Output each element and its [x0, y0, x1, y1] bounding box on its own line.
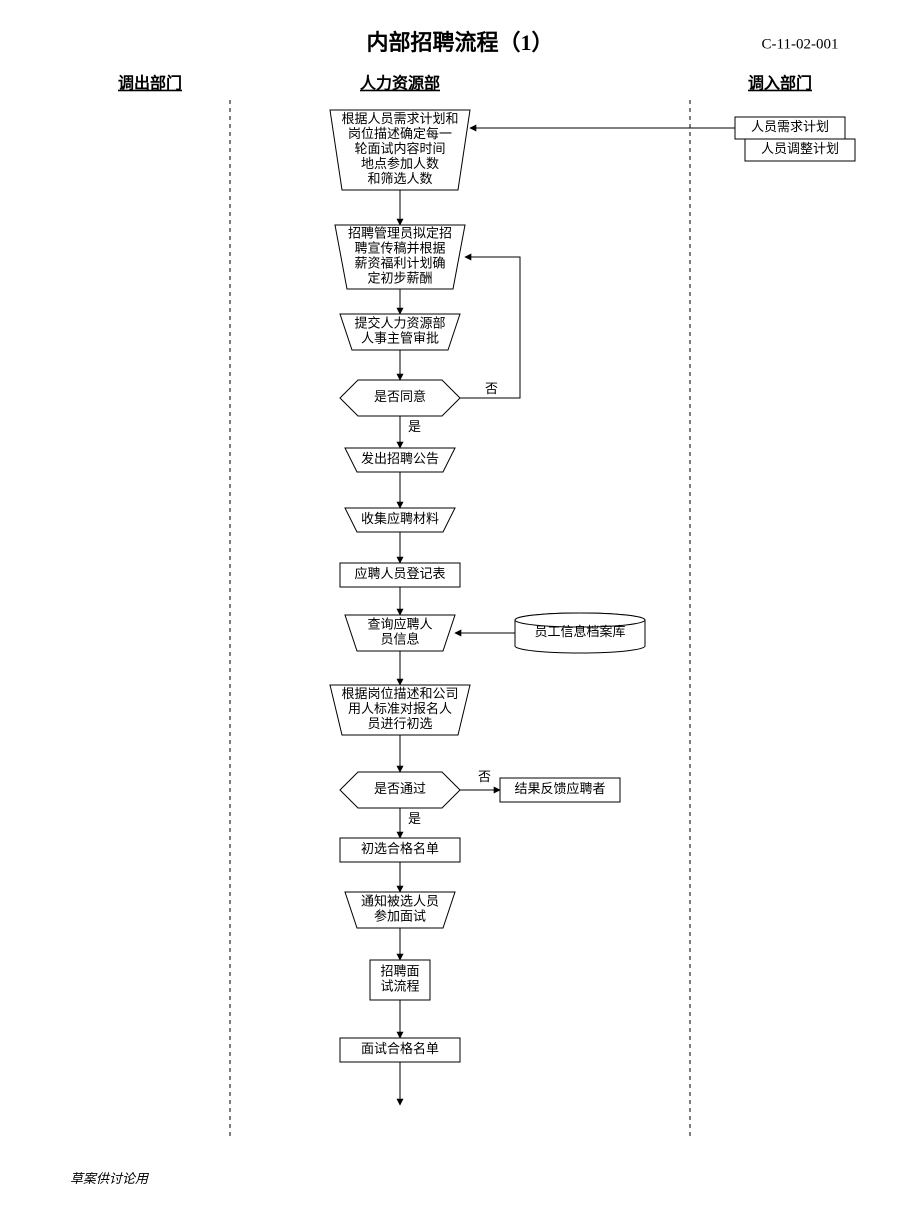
node-n1: 根据人员需求计划和岗位描述确定每一轮面试内容时间地点参加人数和筛选人数 — [330, 110, 470, 190]
svg-text:招聘面: 招聘面 — [380, 963, 419, 978]
label: 是 — [408, 811, 421, 826]
arrow-d1-no-loop — [460, 257, 520, 398]
node-n4: 发出招聘公告 — [345, 448, 455, 472]
svg-text:员信息: 员信息 — [380, 631, 419, 646]
node-n13: 面试合格名单 — [340, 1038, 460, 1062]
svg-text:是否同意: 是否同意 — [374, 389, 426, 404]
svg-text:初选合格名单: 初选合格名单 — [361, 841, 439, 856]
svg-text:收集应聘材料: 收集应聘材料 — [361, 511, 439, 526]
node-n8: 根据岗位描述和公司用人标准对报名人员进行初选 — [330, 685, 470, 735]
node-n9: 结果反馈应聘者 — [500, 778, 620, 802]
svg-text:地点参加人数: 地点参加人数 — [361, 156, 439, 171]
node-n12: 招聘面试流程 — [370, 960, 430, 1000]
flowchart-canvas: 内部招聘流程（1） C-11-02-001 调出部门 人力资源部 调入部门根据人员需求计… — [0, 0, 920, 1226]
col-header-right: 调入部门 — [748, 74, 812, 93]
svg-text:根据人员需求计划和: 根据人员需求计划和 — [341, 111, 458, 126]
node-n3: 提交人力资源部人事主管审批 — [340, 314, 460, 350]
svg-text:招聘管理员拟定招: 招聘管理员拟定招 — [348, 225, 452, 240]
label: 否 — [478, 769, 491, 784]
node-n5: 收集应聘材料 — [345, 508, 455, 532]
node-d1: 是否同意 — [340, 380, 460, 416]
svg-text:轮面试内容时间: 轮面试内容时间 — [354, 141, 445, 156]
node-n7: 查询应聘人员信息 — [345, 615, 455, 651]
svg-text:人员调整计划: 人员调整计划 — [761, 141, 839, 156]
svg-text:应聘人员登记表: 应聘人员登记表 — [354, 566, 445, 581]
node-n6: 应聘人员登记表 — [340, 563, 460, 587]
svg-text:人事主管审批: 人事主管审批 — [361, 330, 439, 345]
svg-text:查询应聘人: 查询应聘人 — [367, 616, 432, 631]
node-r2: 人员调整计划 — [745, 139, 855, 161]
node-n2: 招聘管理员拟定招聘宣传稿并根据薪资福利计划确定初步薪酬 — [335, 225, 465, 289]
svg-text:和筛选人数: 和筛选人数 — [367, 171, 432, 186]
svg-text:试流程: 试流程 — [380, 978, 419, 993]
svg-text:员工信息档案库: 员工信息档案库 — [534, 624, 625, 639]
svg-text:薪资福利计划确: 薪资福利计划确 — [354, 255, 445, 270]
col-header-left: 调出部门 — [118, 74, 182, 93]
svg-text:参加面试: 参加面试 — [374, 908, 426, 923]
node-n10: 初选合格名单 — [340, 838, 460, 862]
svg-text:根据岗位描述和公司: 根据岗位描述和公司 — [341, 686, 458, 701]
node-d2: 是否通过 — [340, 772, 460, 808]
node-db: 员工信息档案库 — [515, 613, 645, 653]
svg-text:用人标准对报名人: 用人标准对报名人 — [348, 701, 452, 716]
svg-text:是否通过: 是否通过 — [374, 781, 426, 796]
svg-text:提交人力资源部: 提交人力资源部 — [354, 315, 445, 330]
label: 是 — [408, 419, 421, 434]
node-n11: 通知被选人员参加面试 — [345, 892, 455, 928]
svg-text:面试合格名单: 面试合格名单 — [361, 1041, 439, 1056]
svg-text:岗位描述确定每一: 岗位描述确定每一 — [348, 126, 452, 141]
node-r1: 人员需求计划 — [735, 117, 845, 139]
svg-text:聘宣传稿并根据: 聘宣传稿并根据 — [354, 240, 445, 255]
col-header-center: 人力资源部 — [360, 74, 440, 93]
svg-text:人员需求计划: 人员需求计划 — [751, 119, 829, 134]
footer-note: 草案供讨论用 — [70, 1171, 150, 1186]
page-title: 内部招聘流程（1） — [366, 30, 553, 55]
label: 否 — [485, 381, 498, 396]
svg-text:员进行初选: 员进行初选 — [367, 716, 432, 731]
svg-text:发出招聘公告: 发出招聘公告 — [361, 451, 439, 466]
doc-code: C-11-02-001 — [762, 36, 839, 52]
svg-text:结果反馈应聘者: 结果反馈应聘者 — [514, 781, 605, 796]
svg-text:通知被选人员: 通知被选人员 — [361, 893, 439, 908]
svg-text:定初步薪酬: 定初步薪酬 — [367, 270, 432, 285]
